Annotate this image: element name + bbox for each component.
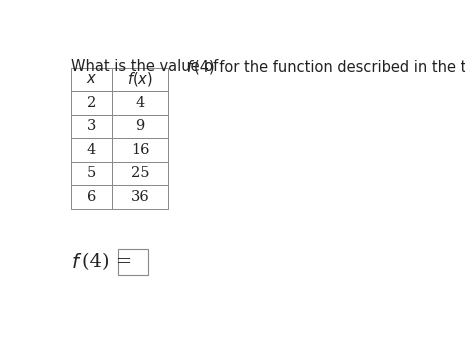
Bar bbox=[112, 115, 168, 138]
Text: What is the value of: What is the value of bbox=[71, 59, 223, 74]
Text: 25: 25 bbox=[131, 166, 149, 180]
Bar bbox=[71, 115, 112, 138]
Text: 16: 16 bbox=[131, 143, 149, 157]
Text: (4) for the function described in the table?: (4) for the function described in the ta… bbox=[194, 59, 465, 74]
Bar bbox=[71, 185, 112, 209]
Bar bbox=[112, 68, 168, 91]
Bar bbox=[118, 249, 148, 276]
Text: 3: 3 bbox=[87, 119, 96, 133]
Text: 5: 5 bbox=[87, 166, 96, 180]
Text: 9: 9 bbox=[135, 119, 145, 133]
Bar bbox=[71, 68, 112, 91]
Text: (4) =: (4) = bbox=[81, 253, 132, 271]
Bar bbox=[112, 91, 168, 115]
Text: $f$: $f$ bbox=[186, 59, 195, 75]
Bar bbox=[112, 162, 168, 185]
Text: 2: 2 bbox=[87, 96, 96, 110]
Text: $f$: $f$ bbox=[71, 253, 82, 272]
Text: 6: 6 bbox=[87, 190, 96, 204]
Bar bbox=[112, 185, 168, 209]
Bar bbox=[71, 138, 112, 162]
Text: $f(x)$: $f(x)$ bbox=[127, 70, 153, 88]
Text: 4: 4 bbox=[135, 96, 145, 110]
Text: $x$: $x$ bbox=[86, 72, 97, 86]
Bar bbox=[71, 162, 112, 185]
Text: 36: 36 bbox=[131, 190, 149, 204]
Text: 4: 4 bbox=[87, 143, 96, 157]
Bar bbox=[71, 91, 112, 115]
Bar bbox=[112, 138, 168, 162]
